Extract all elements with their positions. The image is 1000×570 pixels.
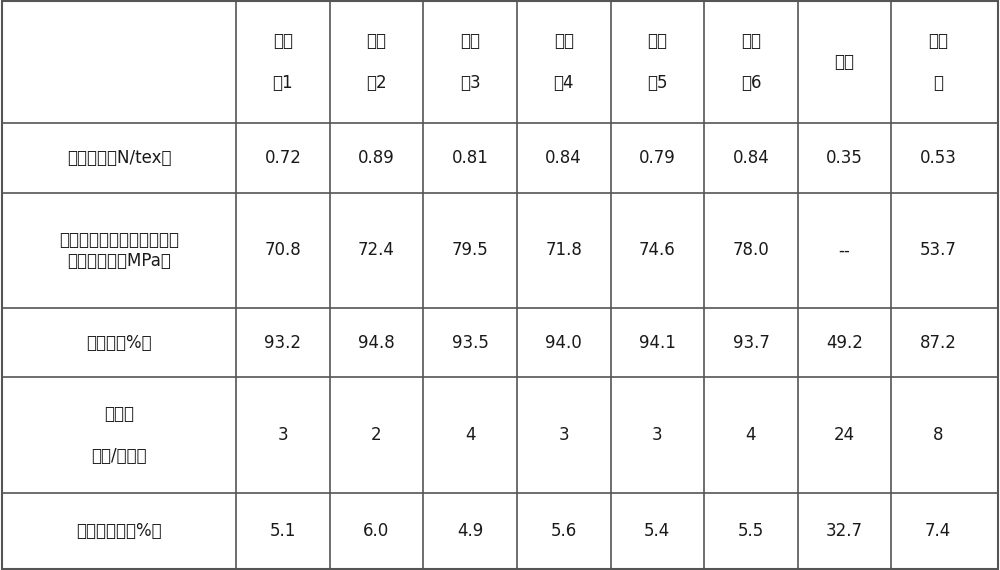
Text: 实施

例3: 实施 例3 [460, 32, 480, 92]
Text: 70.8: 70.8 [264, 241, 301, 259]
Text: 94.0: 94.0 [545, 334, 582, 352]
Text: 实施

例5: 实施 例5 [647, 32, 668, 92]
Text: 79.5: 79.5 [452, 241, 488, 259]
Text: 24: 24 [834, 426, 855, 444]
Text: 0.35: 0.35 [826, 149, 863, 167]
Text: 5.1: 5.1 [270, 522, 296, 540]
Text: 浸润膜与玄武岩连续纤维间
的剪切强度（MPa）: 浸润膜与玄武岩连续纤维间 的剪切强度（MPa） [59, 231, 179, 270]
Text: --: -- [839, 241, 850, 259]
Text: 实施

例6: 实施 例6 [741, 32, 761, 92]
Text: 8: 8 [933, 426, 943, 444]
Text: 93.7: 93.7 [733, 334, 769, 352]
Text: 0.72: 0.72 [264, 149, 301, 167]
Text: 5.5: 5.5 [738, 522, 764, 540]
Text: 3: 3 [558, 426, 569, 444]
Text: 74.6: 74.6 [639, 241, 676, 259]
Text: 5.4: 5.4 [644, 522, 670, 540]
Text: 毛羽量

（根/半筒）: 毛羽量 （根/半筒） [91, 405, 147, 465]
Text: 87.2: 87.2 [920, 334, 957, 352]
Text: 实施

例1: 实施 例1 [273, 32, 293, 92]
Text: 0.89: 0.89 [358, 149, 395, 167]
Text: 71.8: 71.8 [545, 241, 582, 259]
Text: 对比

例: 对比 例 [928, 32, 948, 92]
Text: 实施

例4: 实施 例4 [553, 32, 574, 92]
Text: 3: 3 [278, 426, 288, 444]
Text: 0.79: 0.79 [639, 149, 676, 167]
Text: 2: 2 [371, 426, 382, 444]
Text: 53.7: 53.7 [920, 241, 957, 259]
Text: 3: 3 [652, 426, 663, 444]
Text: 4: 4 [465, 426, 475, 444]
Text: 捻线断头率（%）: 捻线断头率（%） [76, 522, 162, 540]
Text: 94.8: 94.8 [358, 334, 395, 352]
Text: 7.4: 7.4 [925, 522, 951, 540]
Text: 成丝率（%）: 成丝率（%） [86, 334, 152, 352]
Text: 0.81: 0.81 [452, 149, 489, 167]
Text: 93.5: 93.5 [452, 334, 489, 352]
Text: 5.6: 5.6 [551, 522, 577, 540]
Text: 93.2: 93.2 [264, 334, 301, 352]
Text: 4: 4 [746, 426, 756, 444]
Text: 实施

例2: 实施 例2 [366, 32, 387, 92]
Text: 49.2: 49.2 [826, 334, 863, 352]
Text: 72.4: 72.4 [358, 241, 395, 259]
Text: 78.0: 78.0 [733, 241, 769, 259]
Text: 0.84: 0.84 [733, 149, 769, 167]
Text: 94.1: 94.1 [639, 334, 676, 352]
Text: 原丝: 原丝 [835, 53, 855, 71]
Text: 0.53: 0.53 [920, 149, 957, 167]
Text: 32.7: 32.7 [826, 522, 863, 540]
Text: 0.84: 0.84 [545, 149, 582, 167]
Text: 4.9: 4.9 [457, 522, 483, 540]
Text: 断裂强度（N/tex）: 断裂强度（N/tex） [67, 149, 171, 167]
Text: 6.0: 6.0 [363, 522, 390, 540]
